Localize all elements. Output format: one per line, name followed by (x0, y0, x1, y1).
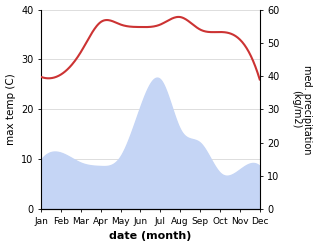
Y-axis label: med. precipitation
(kg/m2): med. precipitation (kg/m2) (291, 65, 313, 154)
Y-axis label: max temp (C): max temp (C) (5, 74, 16, 145)
X-axis label: date (month): date (month) (109, 231, 192, 242)
